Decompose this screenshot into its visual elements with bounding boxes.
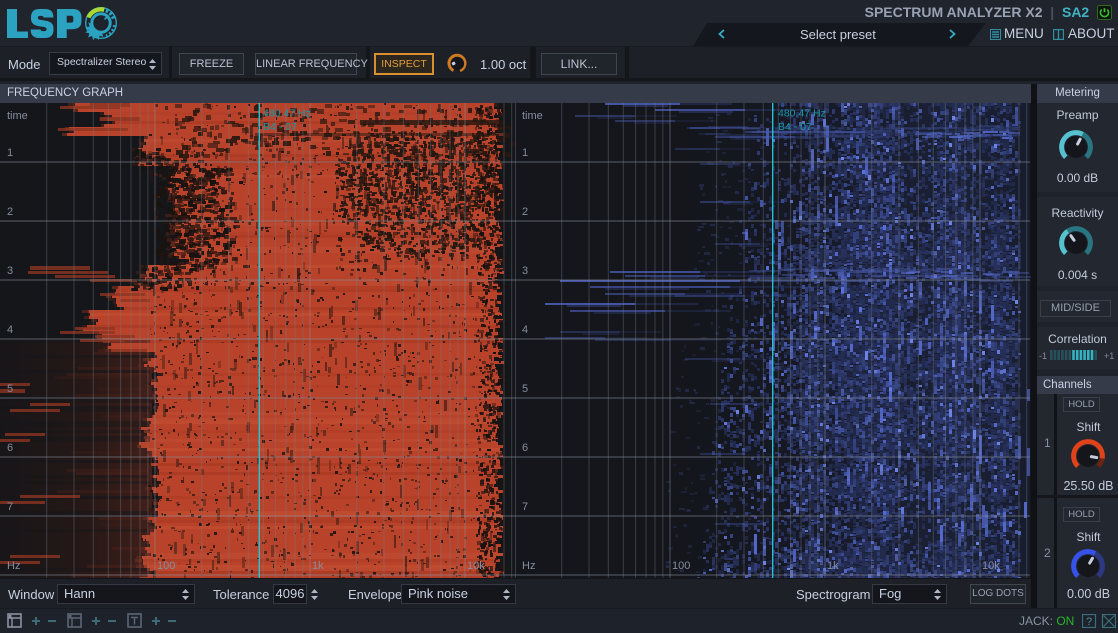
svg-text:-1: -1 xyxy=(1039,351,1047,361)
svg-text:+1: +1 xyxy=(1104,351,1114,361)
svg-text:Hz: Hz xyxy=(522,560,535,572)
svg-text:1k: 1k xyxy=(827,560,839,572)
svg-text:7: 7 xyxy=(522,501,528,513)
svg-text:4: 4 xyxy=(7,324,13,336)
svg-text:Hz: Hz xyxy=(7,560,20,572)
svg-text:5: 5 xyxy=(7,383,13,395)
svg-text:480.47 Hz: 480.47 Hz xyxy=(778,108,826,120)
svg-text:6: 6 xyxy=(522,442,528,454)
svg-text:100: 100 xyxy=(157,560,175,572)
svg-text:3: 3 xyxy=(522,265,528,277)
svg-text:1k: 1k xyxy=(312,560,324,572)
svg-text:10k: 10k xyxy=(467,560,485,572)
svg-text:?: ? xyxy=(1086,616,1092,628)
svg-text:1: 1 xyxy=(7,147,13,159)
svg-text:10k: 10k xyxy=(982,560,1000,572)
svg-text:7: 7 xyxy=(7,501,13,513)
svg-text:100: 100 xyxy=(672,560,690,572)
svg-text:time: time xyxy=(7,110,28,122)
svg-text:6: 6 xyxy=(7,442,13,454)
svg-text:1: 1 xyxy=(522,147,528,159)
svg-text:2: 2 xyxy=(7,206,13,218)
svg-text:4: 4 xyxy=(522,324,528,336)
svg-text:2: 2 xyxy=(522,206,528,218)
svg-text:480.47 Hz: 480.47 Hz xyxy=(263,108,311,120)
svg-text:B4 - 07: B4 - 07 xyxy=(263,121,297,133)
svg-text:time: time xyxy=(522,110,543,122)
svg-text:3: 3 xyxy=(7,265,13,277)
svg-text:B4 - 07: B4 - 07 xyxy=(778,121,812,133)
svg-text:5: 5 xyxy=(522,383,528,395)
